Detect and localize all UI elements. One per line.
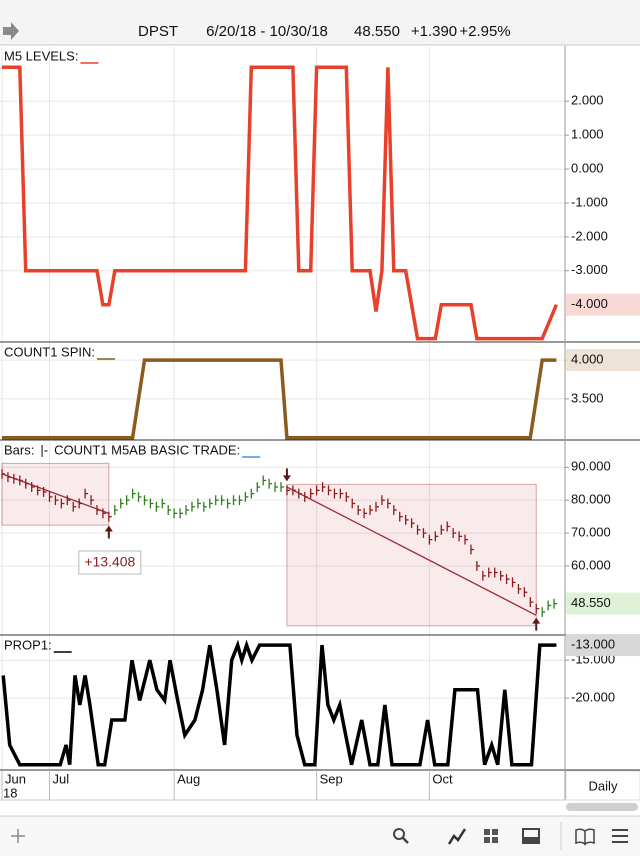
last-value-badge bbox=[566, 349, 640, 372]
last-value-label: -4.000 bbox=[571, 296, 608, 311]
x-tick-label: Aug bbox=[177, 771, 200, 786]
signal-arrow bbox=[532, 617, 541, 631]
panel-title: PROP1: bbox=[4, 637, 52, 652]
last-value-label: 4.000 bbox=[571, 352, 604, 367]
signal-arrow bbox=[282, 468, 291, 482]
grid-cell bbox=[484, 829, 490, 835]
header-bg bbox=[0, 0, 640, 45]
annotation-label: +13.408 bbox=[84, 554, 135, 570]
list-icon[interactable] bbox=[612, 829, 628, 843]
x-tick-label: Jul bbox=[52, 771, 69, 786]
draw-icon[interactable] bbox=[447, 828, 467, 845]
last-value-badge bbox=[566, 592, 640, 615]
y-tick-label: 0.000 bbox=[571, 161, 604, 176]
add-icon[interactable] bbox=[11, 829, 25, 843]
bar-style: |- bbox=[40, 442, 48, 457]
symbol: DPST bbox=[138, 23, 178, 40]
y-tick-label: 80.000 bbox=[571, 492, 611, 507]
y-tick-label: 1.000 bbox=[571, 127, 604, 142]
y-tick-label: 2.000 bbox=[571, 93, 604, 108]
change: +1.390 bbox=[411, 23, 457, 40]
y-tick-label: 70.000 bbox=[571, 525, 611, 540]
year-label: 18 bbox=[3, 785, 17, 800]
series-line bbox=[2, 358, 557, 440]
trendline bbox=[286, 486, 537, 616]
series-line bbox=[1, 639, 557, 767]
signal-arrow bbox=[104, 525, 113, 539]
grid-cell bbox=[492, 829, 498, 835]
x-tick-label: Oct bbox=[432, 771, 453, 786]
grid-cell bbox=[492, 837, 498, 843]
plots: 2.000 1.000 0.000 -1.000 -2.000 -3.000 4.000 3.… bbox=[0, 46, 640, 801]
y-tick-label: -1.000 bbox=[571, 194, 608, 209]
y-tick-label: 3.500 bbox=[571, 390, 604, 405]
interval-label: Daily bbox=[589, 778, 618, 793]
interval-button[interactable] bbox=[565, 770, 640, 801]
panel-title: M5 LEVELS: bbox=[4, 48, 78, 63]
panel-icon-fill bbox=[523, 837, 539, 843]
y-tick-label: 90.000 bbox=[571, 459, 611, 474]
last-value-label: 48.550 bbox=[571, 595, 611, 610]
header: DPST 6/20/18 - 10/30/18 48.550 +1.390 +2… bbox=[0, 0, 640, 46]
series-line bbox=[2, 65, 559, 341]
last-value-badge bbox=[566, 293, 640, 316]
search-icon[interactable] bbox=[393, 828, 405, 840]
y-tick-label: -3.000 bbox=[571, 262, 608, 277]
date-range: 6/20/18 - 10/30/18 bbox=[206, 23, 328, 40]
last-value-badge bbox=[566, 634, 640, 657]
search-icon-handle bbox=[402, 837, 409, 844]
toolbar bbox=[0, 803, 640, 856]
y-tick-label: -20.000 bbox=[571, 690, 615, 705]
x-tick-label: Sep bbox=[320, 771, 343, 786]
mark-layer: -4.000 M5 LEVELS: 4.000 COUNT1 SPIN: +13.408… bbox=[0, 46, 640, 801]
annotation-box bbox=[78, 550, 142, 575]
back-arrow[interactable] bbox=[3, 22, 19, 40]
x-tick-label: Jun bbox=[5, 771, 26, 786]
series-name: COUNT1 M5AB BASIC TRADE: bbox=[54, 442, 240, 457]
grid-layer: 2.000 1.000 0.000 -1.000 -2.000 -3.000 4.000 3.… bbox=[0, 47, 615, 770]
panel-title: COUNT1 SPIN: bbox=[4, 344, 95, 359]
grid-icon[interactable] bbox=[484, 829, 498, 843]
scrollbar[interactable] bbox=[566, 803, 638, 811]
grid-cell bbox=[484, 837, 490, 843]
panel-title: Bars: bbox=[4, 442, 34, 457]
change-pct: +2.95% bbox=[459, 23, 510, 40]
book-icon[interactable] bbox=[575, 828, 595, 846]
toolbar-bg bbox=[0, 816, 640, 856]
last-price: 48.550 bbox=[354, 23, 400, 40]
y-tick-label: -2.000 bbox=[571, 228, 608, 243]
last-value-label: -13.000 bbox=[571, 637, 615, 652]
y-tick-label: 60.000 bbox=[571, 557, 611, 572]
